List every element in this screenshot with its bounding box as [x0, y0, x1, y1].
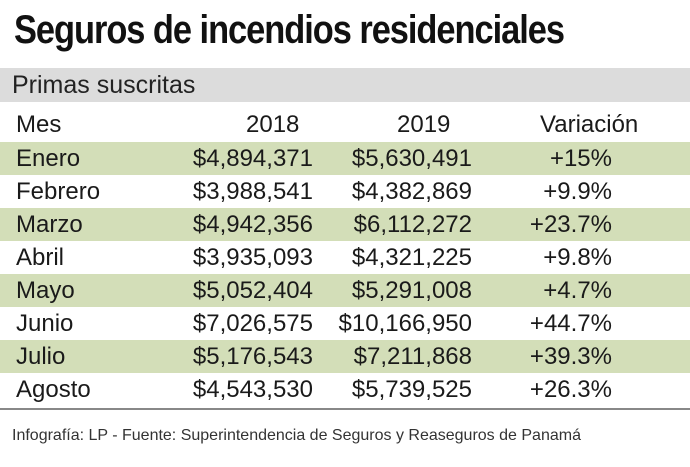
table-row: Abril $3,935,093 $4,321,225 +9.8% — [0, 241, 690, 274]
cell-2018: $7,026,575 — [192, 310, 313, 337]
cell-mes: Enero — [16, 145, 81, 172]
cell-2019: $10,166,950 — [338, 310, 472, 337]
cell-variacion: +44.7% — [529, 310, 612, 337]
header-2019: 2019 — [397, 111, 451, 138]
cell-variacion: +9.9% — [543, 178, 612, 205]
header-variacion: Variación — [540, 111, 639, 138]
cell-variacion: +4.7% — [543, 277, 612, 304]
cell-variacion: +23.7% — [529, 211, 612, 238]
table-row: Julio $5,176,543 $7,211,868 +39.3% — [0, 340, 690, 373]
table-row: Marzo $4,942,356 $6,112,272 +23.7% — [0, 208, 690, 241]
chart-subtitle: Primas suscritas — [12, 71, 196, 99]
subtitle-bar: Primas suscritas — [0, 68, 690, 102]
cell-2018: $3,935,093 — [192, 244, 313, 271]
table-row: Agosto $4,543,530 $5,739,525 +26.3% — [0, 373, 690, 406]
cell-2019: $5,291,008 — [351, 277, 472, 304]
cell-2019: $7,211,868 — [353, 343, 472, 370]
cell-variacion: +39.3% — [529, 343, 612, 370]
cell-2019: $5,630,491 — [351, 145, 472, 172]
cell-mes: Mayo — [16, 277, 75, 304]
chart-title: Seguros de incendios residenciales — [14, 8, 565, 52]
cell-2019: $6,112,272 — [353, 211, 472, 238]
cell-mes: Febrero — [16, 178, 101, 205]
table-row: Junio $7,026,575 $10,166,950 +44.7% — [0, 307, 690, 340]
cell-2018: $4,942,356 — [192, 211, 313, 238]
footer-divider — [0, 408, 690, 410]
cell-mes: Agosto — [16, 376, 91, 403]
cell-mes: Marzo — [16, 211, 83, 238]
header-2018: 2018 — [246, 111, 300, 138]
cell-2018: $5,052,404 — [192, 277, 313, 304]
cell-2019: $4,382,869 — [351, 178, 472, 205]
table-header-row: Mes 2018 2019 Variación — [0, 108, 690, 141]
cell-2019: $5,739,525 — [351, 376, 472, 403]
table-row: Enero $4,894,371 $5,630,491 +15% — [0, 142, 690, 175]
cell-2018: $4,543,530 — [192, 376, 313, 403]
cell-mes: Junio — [16, 310, 74, 337]
cell-variacion: +26.3% — [529, 376, 612, 403]
table-row: Mayo $5,052,404 $5,291,008 +4.7% — [0, 274, 690, 307]
header-mes: Mes — [16, 111, 62, 138]
cell-variacion: +9.8% — [543, 244, 612, 271]
table-row: Febrero $3,988,541 $4,382,869 +9.9% — [0, 175, 690, 208]
source-note: Infografía: LP - Fuente: Superintendenci… — [12, 427, 581, 444]
cell-2019: $4,321,225 — [351, 244, 472, 271]
cell-mes: Abril — [16, 244, 65, 271]
cell-mes: Julio — [16, 343, 66, 370]
cell-variacion: +15% — [549, 145, 612, 172]
cell-2018: $3,988,541 — [192, 178, 313, 205]
cell-2018: $5,176,543 — [192, 343, 313, 370]
cell-2018: $4,894,371 — [192, 145, 313, 172]
